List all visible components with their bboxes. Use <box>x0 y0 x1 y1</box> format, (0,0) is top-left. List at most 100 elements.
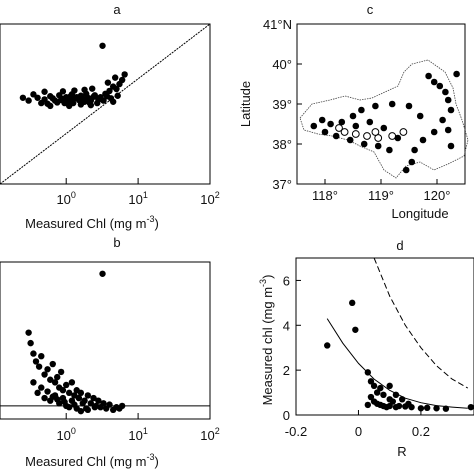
panel-c-filled-point <box>318 116 326 124</box>
panel-b-point <box>57 368 65 376</box>
panel-c-y-tick-label: 41°N <box>263 17 292 32</box>
panel-b-point <box>91 404 99 411</box>
panel-a-point <box>104 79 112 86</box>
panel-d-point <box>417 405 425 412</box>
panel-c-filled-point <box>411 146 418 154</box>
panel-d-x-tick-label: 0.2 <box>412 424 430 439</box>
panel-c-filled-point <box>321 128 329 136</box>
panel-c-y-tick-label: 40° <box>272 57 292 72</box>
panel-c-filled-point <box>394 134 402 142</box>
panel-a-point <box>73 94 80 101</box>
panel-a-point <box>30 91 37 98</box>
panel-a: a 100 101 102 Measured Chl (mg m-3) <box>0 2 220 231</box>
panel-c-filled-point <box>405 102 413 110</box>
panel-a-point <box>100 97 107 104</box>
panel-d-point <box>367 393 375 401</box>
panel-b-point <box>34 389 41 397</box>
panel-c-filled-point <box>430 78 438 86</box>
panel-b-point <box>25 329 32 336</box>
panel-c-filled-point <box>416 112 424 120</box>
panel-c-filled-point <box>444 96 452 104</box>
panel-c-ticks: 118° 119° 120° 37° 38° 39° 40° 41°N <box>263 17 450 203</box>
panel-d-point <box>364 401 372 409</box>
panel-a-reference-line <box>0 23 211 185</box>
panel-c-filled-point <box>338 118 346 126</box>
panel-d-x-axis-label: R <box>397 444 406 459</box>
panel-d-point <box>389 398 397 405</box>
panel-c-open-point <box>363 132 371 140</box>
panel-d-point <box>380 391 387 399</box>
panel-c-x-tick-label: 118° <box>312 188 338 203</box>
panel-c-y-axis-label: Latitude <box>238 81 253 127</box>
panel-d-y-tick-label: 4 <box>283 318 290 333</box>
panel-c-filled-point <box>310 122 318 130</box>
panel-c-filled-point <box>447 106 455 114</box>
panel-b-point <box>65 389 73 397</box>
panel-c-y-tick-label: 38° <box>272 137 292 152</box>
panel-a-one-to-one-line <box>0 23 211 185</box>
panel-b-points <box>25 270 126 415</box>
panel-c-open-point <box>340 128 349 136</box>
panel-d-point <box>392 391 400 399</box>
panel-b-point <box>95 397 102 404</box>
panel-d-point <box>373 389 381 396</box>
panel-b-x-tick-label: 102 <box>200 426 219 443</box>
panel-a-point <box>19 94 27 101</box>
panel-b-point <box>49 360 56 368</box>
panel-c-x-axis-label: Longitude <box>391 206 448 221</box>
panel-d-point <box>386 382 393 390</box>
panel-a-points <box>19 42 128 110</box>
panel-c-filled-point <box>442 88 449 96</box>
panel-d-y-tick-label: 6 <box>283 273 290 288</box>
panel-d-x-tick-label: -0.2 <box>285 424 307 439</box>
panel-b-point <box>99 270 106 277</box>
panel-c-filled-point <box>447 142 455 150</box>
panel-d-y-axis-label: Measured chl (mg m-3) <box>258 275 275 406</box>
panel-c-open-point <box>335 124 343 132</box>
panel-d-point <box>352 326 359 333</box>
panel-c-filled-point <box>419 136 427 144</box>
panel-c-filled-point <box>408 158 416 166</box>
panel-b-point <box>27 339 34 347</box>
panel-d-y-tick-label: 2 <box>283 363 290 378</box>
panel-b-point <box>59 387 67 394</box>
panel-a-point <box>87 101 95 109</box>
panel-a-point <box>38 99 45 107</box>
panel-c-label: c <box>367 2 374 17</box>
panel-b-point <box>32 358 40 365</box>
panel-c-filled-point <box>360 140 368 148</box>
panel-a-point <box>47 102 54 110</box>
panel-c-filled-point <box>436 82 444 90</box>
panel-a-point <box>65 102 73 110</box>
panel-c-open-point <box>371 128 380 136</box>
panel-b-point <box>51 379 59 386</box>
panel-b-point <box>79 400 86 407</box>
panel-d-point <box>324 342 331 349</box>
panel-d-y-tick-label: 0 <box>283 408 290 423</box>
panel-b-point <box>61 398 68 406</box>
panel-d-point <box>386 402 393 410</box>
panel-c-filled-point <box>402 166 410 174</box>
panel-b-point <box>54 396 61 403</box>
panel-d-points <box>324 299 474 412</box>
panel-d-point <box>423 404 431 412</box>
panel-b-point <box>118 402 126 410</box>
panel-d-point <box>395 402 403 410</box>
panel-b-axes-frame <box>0 261 211 420</box>
panel-a-point <box>81 86 88 93</box>
panel-d-point <box>364 369 372 376</box>
panel-b-point <box>38 353 45 360</box>
panel-d-label: d <box>396 238 403 253</box>
panel-a-x-tick-label: 100 <box>56 190 75 207</box>
panel-b-label: b <box>113 235 120 250</box>
panel-c-x-tick-label: 119° <box>368 188 394 203</box>
panel-b-point <box>41 371 48 378</box>
panel-b-point <box>35 363 43 370</box>
panel-d-point <box>442 405 450 412</box>
panel-c-filled-point <box>332 132 340 140</box>
panel-a-point <box>99 42 106 49</box>
panel-b-point <box>71 401 78 408</box>
panel-a-point <box>114 92 121 99</box>
